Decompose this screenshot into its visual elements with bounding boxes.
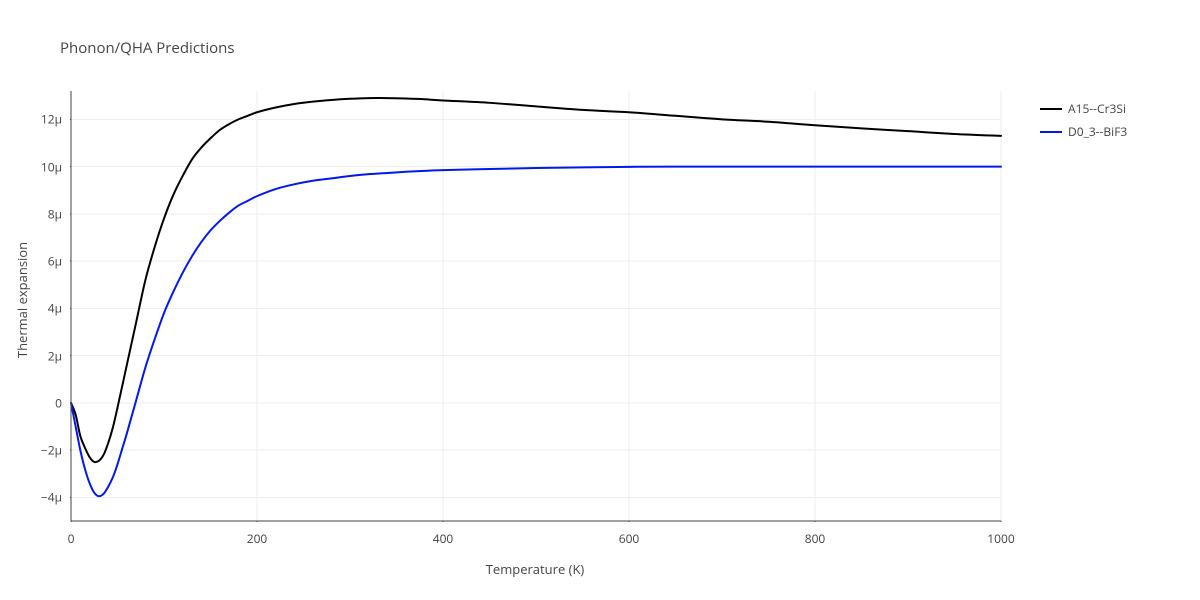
x-tick-label: 1000	[987, 530, 1014, 547]
x-axis-label: Temperature (K)	[486, 560, 585, 578]
chart-title: Phonon/QHA Predictions	[60, 38, 235, 58]
y-tick-label: −4μ	[32, 489, 62, 506]
y-tick-label: 2μ	[32, 347, 62, 364]
x-tick-label: 0	[68, 530, 75, 547]
y-tick-label: 0	[32, 394, 62, 411]
y-tick-label: 4μ	[32, 300, 62, 317]
x-tick-label: 200	[247, 530, 268, 547]
legend: A15--Cr3Si D0_3--BiF3	[1040, 100, 1127, 146]
y-tick-label: 8μ	[32, 205, 62, 222]
legend-swatch	[1040, 108, 1062, 110]
x-tick-label: 400	[433, 530, 454, 547]
x-tick-label: 800	[805, 530, 826, 547]
chart-root: Phonon/QHA Predictions Thermal expansion…	[0, 0, 1200, 600]
series-line[interactable]	[71, 167, 1001, 497]
legend-swatch	[1040, 131, 1062, 133]
y-tick-label: 6μ	[32, 253, 62, 270]
plot-area	[70, 90, 1002, 522]
legend-label: A15--Cr3Si	[1068, 100, 1126, 117]
series-line[interactable]	[71, 98, 1001, 462]
y-tick-label: 10μ	[32, 158, 62, 175]
legend-item[interactable]: A15--Cr3Si	[1040, 100, 1127, 117]
y-tick-label: 12μ	[32, 111, 62, 128]
x-tick-label: 600	[619, 530, 640, 547]
y-axis-label: Thermal expansion	[13, 242, 31, 358]
y-tick-label: −2μ	[32, 442, 62, 459]
legend-item[interactable]: D0_3--BiF3	[1040, 123, 1127, 140]
legend-label: D0_3--BiF3	[1068, 123, 1127, 140]
